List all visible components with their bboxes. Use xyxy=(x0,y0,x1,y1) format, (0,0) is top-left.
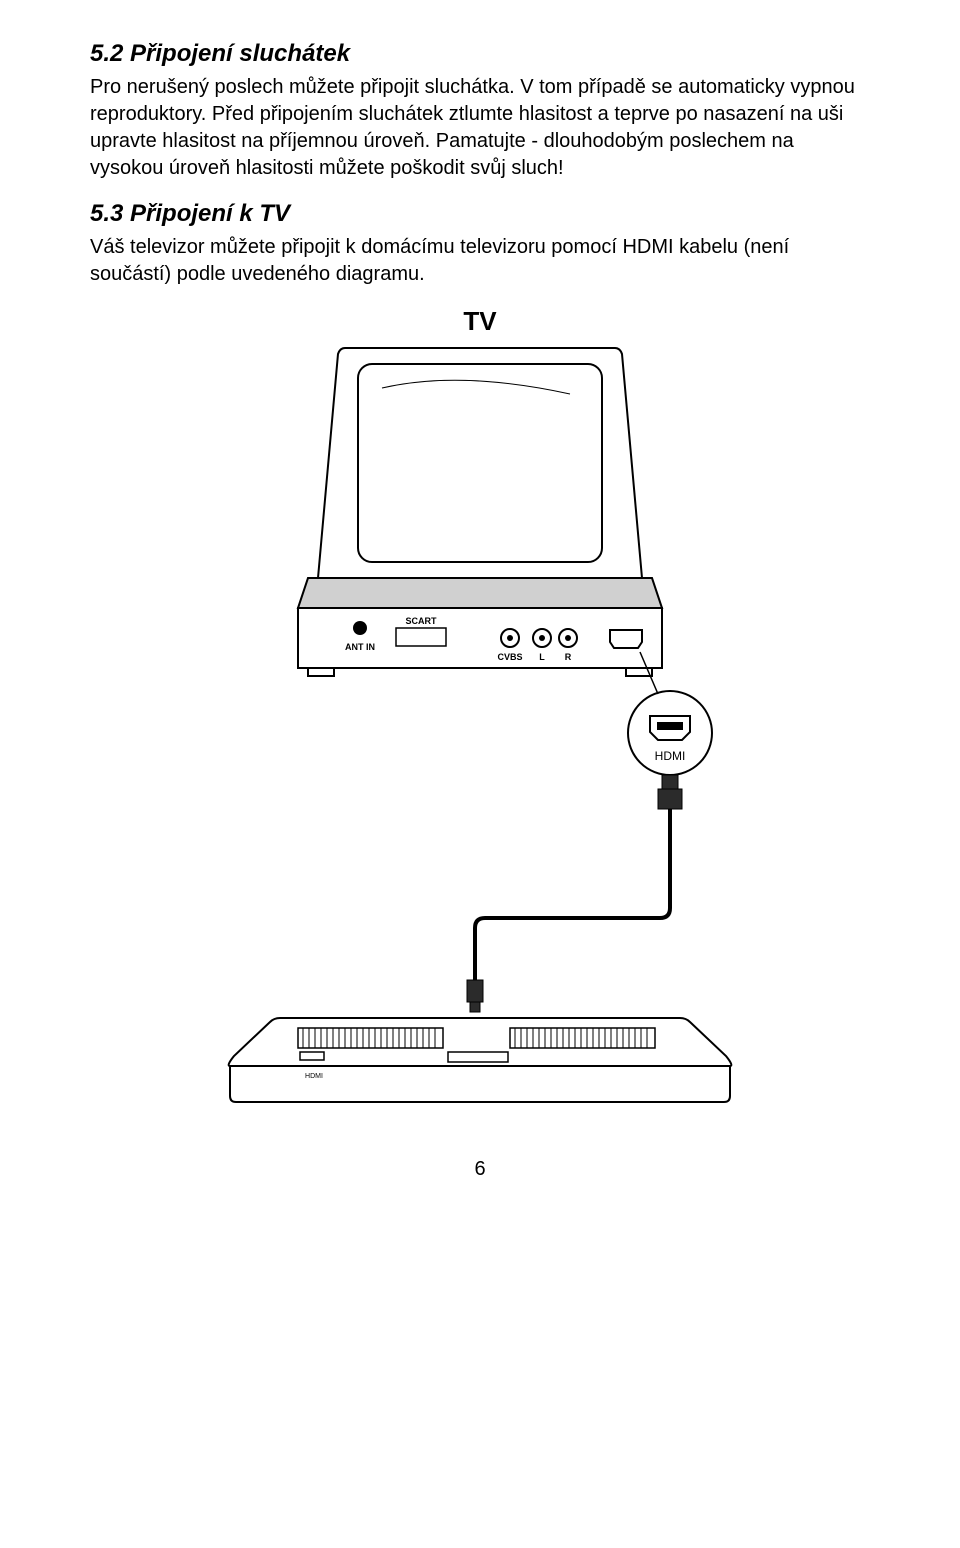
svg-text:SCART: SCART xyxy=(406,616,438,626)
svg-text:R: R xyxy=(565,652,572,662)
section-heading-5-2: 5.2 Připojení sluchátek xyxy=(90,40,870,68)
flat-device-icon: HDMI xyxy=(229,1018,732,1102)
page-number: 6 xyxy=(90,1158,870,1181)
section-heading-5-3: 5.3 Připojení k TV xyxy=(90,200,870,228)
section-body-5-2: Pro nerušený poslech můžete připojit slu… xyxy=(90,74,870,182)
svg-text:CVBS: CVBS xyxy=(497,652,522,662)
section-body-5-3: Váš televizor můžete připojit k domácímu… xyxy=(90,234,870,288)
svg-text:HDMI: HDMI xyxy=(305,1073,323,1080)
svg-text:ANT IN: ANT IN xyxy=(345,642,375,652)
svg-text:HDMI: HDMI xyxy=(655,749,686,763)
tv-icon: ANT IN SCART CVBS L R xyxy=(298,348,662,676)
tv-label-text: TV xyxy=(463,308,497,336)
hdmi-cable-icon xyxy=(467,775,682,1012)
svg-text:L: L xyxy=(539,652,545,662)
connection-diagram: TV ANT IN xyxy=(90,308,870,1128)
